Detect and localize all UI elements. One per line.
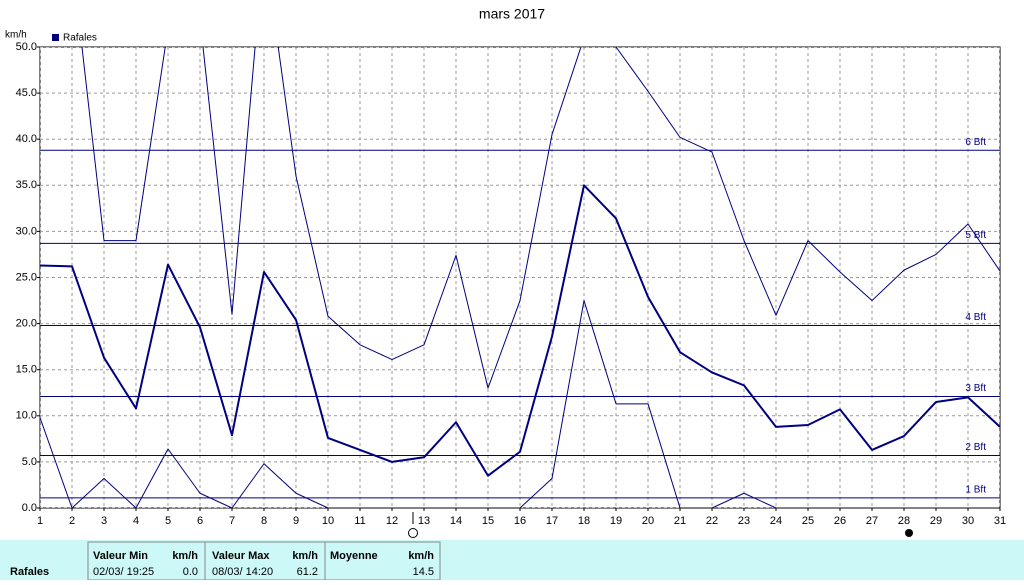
- plot-layer: [40, 47, 1000, 508]
- level-label: 4 Bft: [965, 312, 986, 323]
- series-line: [81, 47, 1000, 389]
- x-tick-label: 2: [69, 515, 75, 527]
- x-tick-label: 28: [898, 515, 910, 527]
- y-tick-label: 50.0: [16, 41, 37, 53]
- level-label: 1 Bft: [965, 484, 986, 495]
- moon-full: [408, 528, 418, 538]
- y-tick-label: 25.0: [16, 271, 37, 283]
- x-tick-label: 26: [834, 515, 846, 527]
- min-unit: km/h: [172, 550, 198, 562]
- x-tick-label: 15: [482, 515, 494, 527]
- mean-unit: km/h: [408, 550, 434, 562]
- mean-value: 14.5: [413, 566, 434, 578]
- moon-new: [905, 529, 913, 537]
- mean-title: Moyenne: [330, 550, 378, 562]
- max-value: 61.2: [297, 566, 318, 578]
- chart-title: mars 2017: [479, 6, 545, 22]
- y-tick-label: 0.0: [22, 502, 37, 514]
- x-tick-label: 25: [802, 515, 814, 527]
- x-tick-label: 7: [229, 515, 235, 527]
- x-tick-label: 13: [418, 515, 430, 527]
- y-tick-label: 10.0: [16, 410, 37, 422]
- x-tick-label: 8: [261, 515, 267, 527]
- y-tick-label: 45.0: [16, 87, 37, 99]
- level-label: 6 Bft: [965, 137, 986, 148]
- y-tick-label: 30.0: [16, 225, 37, 237]
- max-title: Valeur Max: [212, 550, 270, 562]
- y-tick-label: 35.0: [16, 179, 37, 191]
- x-tick-label: 11: [354, 515, 365, 527]
- x-tick-label: 16: [514, 515, 526, 527]
- x-tick-label: 31: [994, 515, 1006, 527]
- level-label: 5 Bft: [965, 230, 986, 241]
- x-tick-label: 23: [738, 515, 750, 527]
- x-tick-label: 12: [386, 515, 398, 527]
- x-tick-label: 18: [578, 515, 590, 527]
- x-tick-label: 20: [642, 515, 654, 527]
- y-tick-label: 40.0: [16, 133, 37, 145]
- x-tick-label: 27: [866, 515, 878, 527]
- max-unit: km/h: [292, 550, 318, 562]
- x-tick-label: 14: [450, 515, 462, 527]
- legend-swatch: [52, 34, 59, 41]
- x-tick-label: 9: [293, 515, 299, 527]
- y-tick-label: 20.0: [16, 318, 37, 330]
- y-tick-label: 5.0: [22, 456, 37, 468]
- x-tick-label: 17: [546, 515, 558, 527]
- row-label: Rafales: [10, 566, 49, 578]
- series-line: [40, 300, 1000, 508]
- legend-label: Rafales: [63, 33, 97, 44]
- x-tick-label: 30: [962, 515, 974, 527]
- x-tick-label: 21: [674, 515, 686, 527]
- min-title: Valeur Min: [93, 550, 148, 562]
- x-tick-label: 6: [197, 515, 203, 527]
- x-tick-label: 24: [770, 515, 782, 527]
- series-line: [40, 184, 1000, 477]
- min-value: 0.0: [183, 566, 198, 578]
- x-tick-label: 4: [133, 515, 139, 527]
- footer-bg: [0, 540, 1024, 580]
- y-tick-label: 15.0: [16, 364, 37, 376]
- x-tick-label: 19: [610, 515, 622, 527]
- x-tick-label: 5: [165, 515, 171, 527]
- level-label: 2 Bft: [965, 442, 986, 453]
- x-tick-label: 1: [37, 515, 43, 527]
- x-tick-label: 3: [101, 515, 107, 527]
- x-tick-label: 10: [322, 515, 334, 527]
- x-tick-label: 22: [706, 515, 718, 527]
- max-date: 08/03/ 14:20: [212, 566, 273, 578]
- min-date: 02/03/ 19:25: [93, 566, 154, 578]
- footer: Rafales Valeur Min km/h 02/03/ 19:25 0.0…: [0, 540, 1024, 581]
- level-label: 3 Bft: [965, 383, 986, 394]
- y-unit: km/h: [5, 30, 27, 41]
- x-tick-label: 29: [930, 515, 942, 527]
